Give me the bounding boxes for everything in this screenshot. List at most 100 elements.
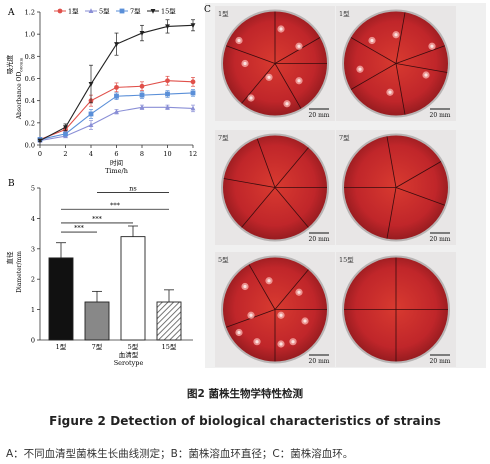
plate-label: 7型	[339, 133, 350, 142]
data-point	[139, 83, 145, 89]
bar-1	[48, 257, 74, 341]
data-point	[190, 105, 196, 111]
legend-label: 1型	[68, 7, 79, 16]
sector-line	[223, 178, 276, 188]
bar-3	[120, 236, 146, 341]
y-axis-label-en: Diameter/mm	[16, 251, 23, 293]
colony	[297, 290, 301, 294]
data-point	[150, 9, 156, 14]
scale-label: 20 mm	[430, 236, 451, 243]
y-tick-label: 2	[31, 276, 35, 284]
y-tick-label: 0.0	[25, 142, 35, 150]
sector-line	[274, 147, 309, 188]
panel-b: B 0 1 2 3 4 5 直径 Diameter/mm 1型 7型 5型 15型血清型Serotyp…	[5, 179, 193, 367]
colony	[237, 330, 241, 335]
colony	[267, 279, 271, 283]
sector-line	[241, 63, 276, 104]
x-tick-label: 5型	[128, 342, 139, 351]
scale-label: 20 mm	[309, 358, 330, 365]
x-axis-label-zh: 血清型	[119, 350, 139, 359]
data-point	[37, 138, 43, 144]
sector-line	[395, 63, 406, 115]
data-point	[190, 23, 196, 29]
sector-line	[350, 37, 397, 64]
sector-line	[386, 136, 397, 188]
sector-line	[274, 269, 309, 310]
colony	[297, 44, 301, 48]
sector-line	[256, 138, 276, 188]
colony	[243, 284, 247, 289]
colony	[249, 313, 253, 317]
data-point	[114, 84, 119, 90]
scale-label: 20 mm	[309, 112, 330, 119]
colony	[358, 67, 362, 71]
data-point	[119, 8, 125, 14]
plate-label: 5型	[218, 255, 229, 264]
data-point	[165, 78, 170, 84]
panel-b-label: B	[8, 179, 15, 189]
data-point	[88, 82, 94, 87]
y-axis-label-zh: 吸光度	[5, 54, 14, 74]
x-axis-label-zh: 时间	[110, 158, 123, 167]
x-axis-label-en: Serotype	[114, 359, 144, 367]
data-point	[57, 8, 63, 14]
x-axis-label-en: Time/h	[105, 167, 128, 175]
plate-photo-4: 7型 20 mm	[336, 130, 456, 245]
colony	[237, 38, 241, 43]
x-tick-label: 12	[189, 150, 197, 158]
significance-bracket: ***	[61, 215, 133, 224]
y-tick-label: 4	[31, 215, 35, 223]
data-point	[88, 111, 94, 117]
data-point	[63, 125, 68, 131]
colony	[255, 340, 259, 344]
sector-line	[274, 37, 321, 64]
plate-photo-3: 7型 20 mm	[215, 130, 335, 245]
series-3	[37, 89, 196, 142]
sector-line	[350, 63, 397, 90]
figure-2: A 0.0 0.2 0.4 0.6 0.8 1.0 1.2 0 2 4 6 8 10 12 时间 Time/h…	[5, 3, 486, 368]
colony	[249, 96, 253, 100]
y-tick-label: 0	[31, 337, 35, 345]
data-point	[139, 92, 145, 98]
colony	[297, 79, 301, 83]
x-tick-label: 4	[89, 150, 93, 158]
colony	[388, 90, 392, 94]
x-tick-label: 15型	[162, 342, 177, 351]
scale-label: 20 mm	[430, 358, 451, 365]
data-point	[114, 93, 119, 99]
data-point	[114, 108, 119, 114]
plate-label: 7型	[218, 133, 229, 142]
plate-label: 15型	[339, 255, 354, 264]
colony	[279, 313, 283, 317]
sector-line	[395, 63, 448, 73]
data-point	[63, 131, 68, 137]
series-4	[37, 19, 196, 144]
y-tick-label: 3	[31, 245, 35, 253]
data-point	[190, 90, 196, 96]
x-tick-label: 6	[114, 150, 118, 158]
plate-label: 1型	[218, 9, 229, 18]
colony	[370, 38, 374, 43]
legend-label: 7型	[130, 7, 141, 16]
x-tick-label: 8	[140, 150, 144, 158]
colony	[243, 61, 247, 66]
sector-line	[225, 45, 276, 64]
significance-bracket: ***	[61, 224, 97, 233]
sector-line	[248, 264, 276, 310]
y-tick-label: 0.6	[25, 75, 35, 83]
plate-photo-2: 1型 20 mm	[336, 6, 456, 121]
y-tick-label: 1	[31, 306, 35, 314]
data-point	[139, 104, 145, 110]
plate-photo-6: 15型 20 mm	[336, 252, 456, 367]
significance-bracket: ***	[61, 201, 169, 210]
legend: 1型 5型 7型 15型	[54, 7, 176, 16]
sector-line	[395, 45, 446, 64]
colony	[285, 102, 289, 106]
colony	[279, 27, 283, 31]
data-point	[165, 91, 170, 97]
figure-caption-en: Figure 2 Detection of biological charact…	[49, 414, 441, 428]
colony	[303, 319, 307, 323]
panel-a: A 0.0 0.2 0.4 0.6 0.8 1.0 1.2 0 2 4 6 8 10 12 时间Time/h…	[5, 7, 197, 176]
